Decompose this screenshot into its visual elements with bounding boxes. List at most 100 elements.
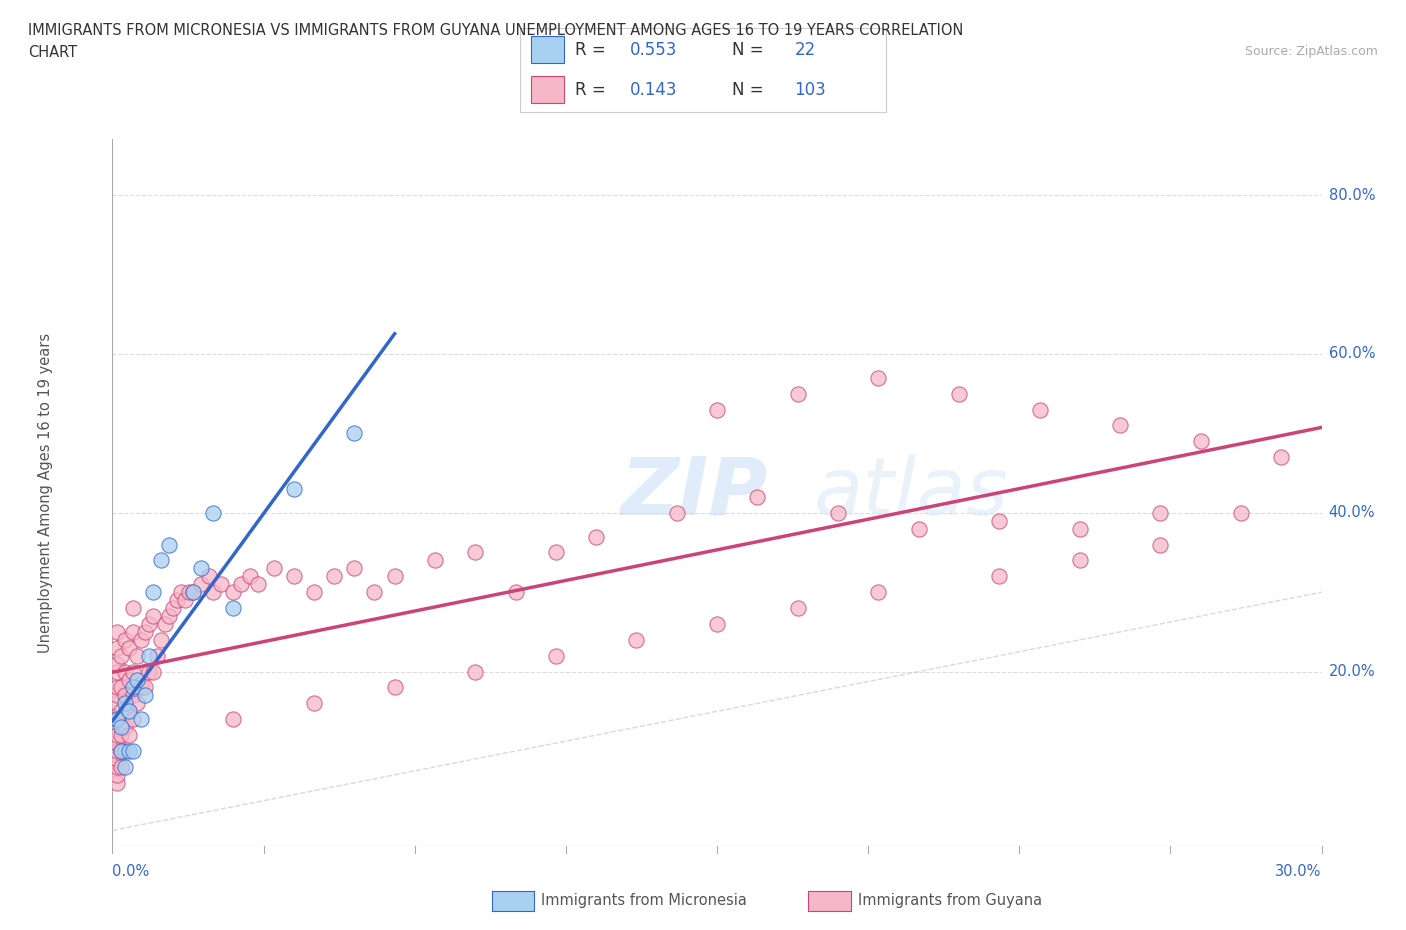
Point xyxy=(105,688,128,703)
Point xyxy=(1149,538,1171,552)
Point xyxy=(117,704,139,719)
Point xyxy=(138,648,160,663)
Point xyxy=(231,577,253,591)
Point xyxy=(283,482,305,497)
Text: R =: R = xyxy=(575,81,612,99)
Point xyxy=(117,641,139,656)
Point xyxy=(129,680,152,695)
Point xyxy=(988,569,1011,584)
Point xyxy=(121,664,143,679)
Text: 20.0%: 20.0% xyxy=(1329,664,1375,679)
Point xyxy=(110,727,132,742)
Point xyxy=(1028,402,1050,417)
Text: R =: R = xyxy=(575,41,612,59)
Point xyxy=(166,592,188,607)
Point xyxy=(134,680,156,695)
Point xyxy=(146,648,169,663)
Point xyxy=(246,577,269,591)
Point xyxy=(177,585,200,600)
Point xyxy=(105,767,128,782)
Point xyxy=(105,657,128,671)
Point xyxy=(114,632,136,647)
Point xyxy=(157,538,180,552)
Point xyxy=(222,585,245,600)
Text: N =: N = xyxy=(733,41,769,59)
Point xyxy=(117,672,139,687)
Point xyxy=(323,569,346,584)
Text: IMMIGRANTS FROM MICRONESIA VS IMMIGRANTS FROM GUYANA UNEMPLOYMENT AMONG AGES 16 : IMMIGRANTS FROM MICRONESIA VS IMMIGRANTS… xyxy=(28,23,963,38)
Point xyxy=(105,664,128,679)
FancyBboxPatch shape xyxy=(531,76,564,103)
Point xyxy=(544,648,567,663)
Point xyxy=(117,727,139,742)
Point xyxy=(117,704,139,719)
Point xyxy=(585,529,607,544)
Point xyxy=(105,696,128,711)
Point xyxy=(302,585,325,600)
Point xyxy=(105,727,128,742)
Point xyxy=(110,720,132,735)
Point xyxy=(149,553,172,568)
Point xyxy=(283,569,305,584)
Text: 103: 103 xyxy=(794,81,827,99)
Point xyxy=(174,592,197,607)
Point xyxy=(129,632,152,647)
Point xyxy=(948,386,970,401)
Point xyxy=(110,744,132,759)
Point xyxy=(384,569,406,584)
Point xyxy=(121,680,143,695)
Point xyxy=(105,711,128,726)
Point xyxy=(464,545,486,560)
Point xyxy=(110,760,132,775)
Point xyxy=(125,648,148,663)
Point xyxy=(1149,505,1171,520)
Point xyxy=(343,426,366,441)
Point xyxy=(202,505,225,520)
Point xyxy=(162,601,184,616)
Point xyxy=(1189,433,1212,448)
Point xyxy=(747,489,769,504)
Point xyxy=(105,744,128,759)
Point xyxy=(129,711,152,726)
Point xyxy=(149,632,172,647)
Point xyxy=(423,553,446,568)
Point xyxy=(134,688,156,703)
Point xyxy=(142,664,165,679)
Point xyxy=(105,711,128,726)
Point xyxy=(868,585,890,600)
Point xyxy=(114,688,136,703)
Point xyxy=(121,601,143,616)
Point xyxy=(198,569,221,584)
Point xyxy=(222,601,245,616)
Point xyxy=(907,521,929,536)
Point xyxy=(544,545,567,560)
Point xyxy=(222,711,245,726)
FancyBboxPatch shape xyxy=(531,36,564,63)
Point xyxy=(142,608,165,623)
Text: N =: N = xyxy=(733,81,769,99)
Point xyxy=(105,624,128,639)
Point xyxy=(988,513,1011,528)
Point xyxy=(138,617,160,631)
Text: Immigrants from Guyana: Immigrants from Guyana xyxy=(858,893,1042,908)
Point xyxy=(121,688,143,703)
Point xyxy=(121,744,143,759)
Point xyxy=(117,744,139,759)
Point xyxy=(121,711,143,726)
Point xyxy=(626,632,648,647)
Text: CHART: CHART xyxy=(28,45,77,60)
Point xyxy=(114,664,136,679)
Text: Unemployment Among Ages 16 to 19 years: Unemployment Among Ages 16 to 19 years xyxy=(38,333,53,653)
Point xyxy=(1270,450,1292,465)
Text: 80.0%: 80.0% xyxy=(1329,188,1375,203)
Point xyxy=(181,585,204,600)
Point xyxy=(114,720,136,735)
Text: Immigrants from Micronesia: Immigrants from Micronesia xyxy=(541,893,747,908)
Point xyxy=(1230,505,1253,520)
Point xyxy=(153,617,176,631)
Point xyxy=(157,608,180,623)
Point xyxy=(384,680,406,695)
Text: 30.0%: 30.0% xyxy=(1275,864,1322,879)
Point xyxy=(125,672,148,687)
Point xyxy=(110,704,132,719)
